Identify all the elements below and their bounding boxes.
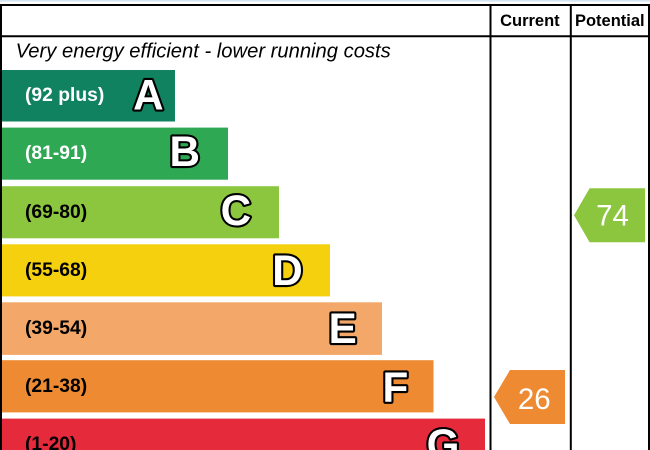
svg-text:D: D — [272, 247, 302, 294]
svg-text:(1-20): (1-20) — [25, 434, 76, 450]
svg-text:74: 74 — [596, 200, 629, 233]
svg-text:B: B — [169, 128, 199, 175]
svg-text:Current: Current — [500, 12, 560, 30]
svg-text:E: E — [329, 305, 357, 352]
svg-text:(69-80): (69-80) — [25, 202, 87, 223]
svg-text:26: 26 — [518, 383, 551, 416]
svg-text:(81-91): (81-91) — [25, 143, 87, 164]
svg-text:C: C — [221, 187, 251, 234]
svg-text:(21-38): (21-38) — [25, 376, 87, 397]
svg-text:Potential: Potential — [575, 12, 645, 30]
svg-text:A: A — [133, 72, 163, 119]
svg-text:(55-68): (55-68) — [25, 260, 87, 281]
svg-text:Very energy efficient - lower: Very energy efficient - lower running co… — [16, 41, 391, 63]
svg-text:F: F — [383, 364, 409, 411]
svg-text:G: G — [427, 421, 460, 450]
svg-text:(39-54): (39-54) — [25, 318, 87, 339]
svg-text:(92 plus): (92 plus) — [25, 85, 104, 106]
